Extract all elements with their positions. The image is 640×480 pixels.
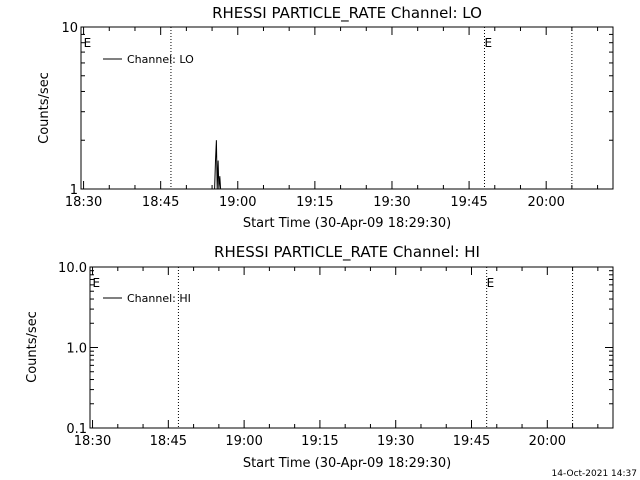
panel-hi-flag: E: [93, 276, 101, 290]
panel-hi-y-tick-label: 1.0: [66, 342, 87, 357]
panel-lo-x-tick-label: 19:45: [450, 195, 487, 210]
panel-hi-y-tick-label: 10.0: [58, 261, 87, 276]
panel-lo-xlabel: Start Time (30-Apr-09 18:29:30): [243, 216, 451, 231]
panel-hi-legend: Channel: HI: [103, 292, 191, 305]
panel-hi-legend-label: Channel: HI: [127, 292, 191, 305]
panel-lo-x-tick-label: 18:30: [65, 195, 102, 210]
panel-hi: RHESSI PARTICLE_RATE Channel: HI Start T…: [25, 243, 614, 471]
panel-lo-frame: [80, 26, 614, 190]
panel-lo-x-tick-label: 19:15: [296, 195, 333, 210]
panel-hi-x-tick-label: 19:00: [225, 434, 262, 449]
panel-lo-x-tick-label: 18:45: [142, 195, 179, 210]
panel-lo-legend: Channel: LO: [103, 53, 194, 66]
panel-lo-x-tick-label: 19:30: [373, 195, 410, 210]
footer-timestamp: 14-Oct-2021 14:37: [552, 469, 637, 479]
panel-lo-ylabel: Counts/sec: [37, 72, 52, 144]
panel-lo-x-tick-label: 20:00: [527, 195, 564, 210]
panel-hi-x-tick-label: 19:45: [453, 434, 490, 449]
panel-hi-x-tick-label: 20:00: [529, 434, 566, 449]
panel-lo-y-tick-label: 10: [61, 21, 78, 36]
panel-hi-x-tick-label: 18:30: [74, 434, 111, 449]
panel-hi-plot-area: 18:30 18:45 19:00 19:15 19:30 19:45 20:00 0.1 1.…: [58, 261, 614, 449]
panel-lo-flag: E: [84, 36, 92, 50]
panel-hi-ylabel: Counts/sec: [25, 311, 40, 383]
panel-lo-legend-label: Channel: LO: [127, 53, 194, 66]
panel-lo-plot-area: 18:30 18:45 19:00 19:15 19:30 19:45 20:00 1 10 E E: [61, 21, 614, 210]
panel-lo: RHESSI PARTICLE_RATE Channel: LO Start T…: [37, 4, 614, 231]
panel-lo-flag: E: [484, 36, 492, 50]
panel-hi-y-tick-label: 0.1: [66, 422, 87, 437]
panel-hi-title: RHESSI PARTICLE_RATE Channel: HI: [214, 243, 480, 262]
panel-hi-x-tick-label: 19:15: [301, 434, 338, 449]
panel-hi-flag: E: [487, 276, 495, 290]
panel-hi-xlabel: Start Time (30-Apr-09 18:29:30): [243, 456, 451, 471]
panel-hi-x-tick-label: 19:30: [377, 434, 414, 449]
panel-lo-series-line: [214, 140, 222, 190]
panel-lo-title: RHESSI PARTICLE_RATE Channel: LO: [212, 4, 482, 23]
panel-lo-x-tick-label: 19:00: [219, 195, 256, 210]
panel-hi-x-tick-label: 18:45: [150, 434, 187, 449]
panel-lo-y-tick-label: 1: [70, 183, 78, 198]
